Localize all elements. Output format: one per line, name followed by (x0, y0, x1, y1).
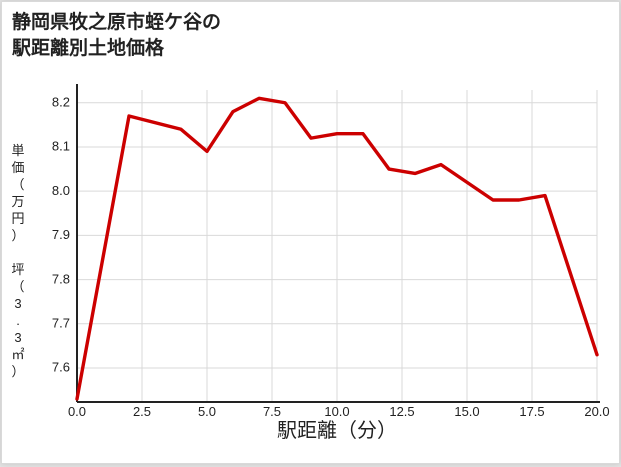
svg-text:8.2: 8.2 (52, 95, 70, 110)
svg-text:8.0: 8.0 (52, 183, 70, 198)
svg-text:8.1: 8.1 (52, 139, 70, 154)
svg-text:2.5: 2.5 (133, 404, 151, 419)
svg-text:7.9: 7.9 (52, 227, 70, 242)
svg-text:15.0: 15.0 (454, 404, 479, 419)
svg-text:10.0: 10.0 (324, 404, 349, 419)
svg-text:5.0: 5.0 (198, 404, 216, 419)
svg-text:7.7: 7.7 (52, 316, 70, 331)
svg-text:7.8: 7.8 (52, 271, 70, 286)
svg-text:17.5: 17.5 (519, 404, 544, 419)
svg-text:20.0: 20.0 (584, 404, 609, 419)
svg-text:7.6: 7.6 (52, 360, 70, 375)
svg-text:12.5: 12.5 (389, 404, 414, 419)
svg-text:0.0: 0.0 (68, 404, 86, 419)
svg-text:7.5: 7.5 (263, 404, 281, 419)
svg-text:駅距離（分）: 駅距離（分） (277, 419, 397, 442)
